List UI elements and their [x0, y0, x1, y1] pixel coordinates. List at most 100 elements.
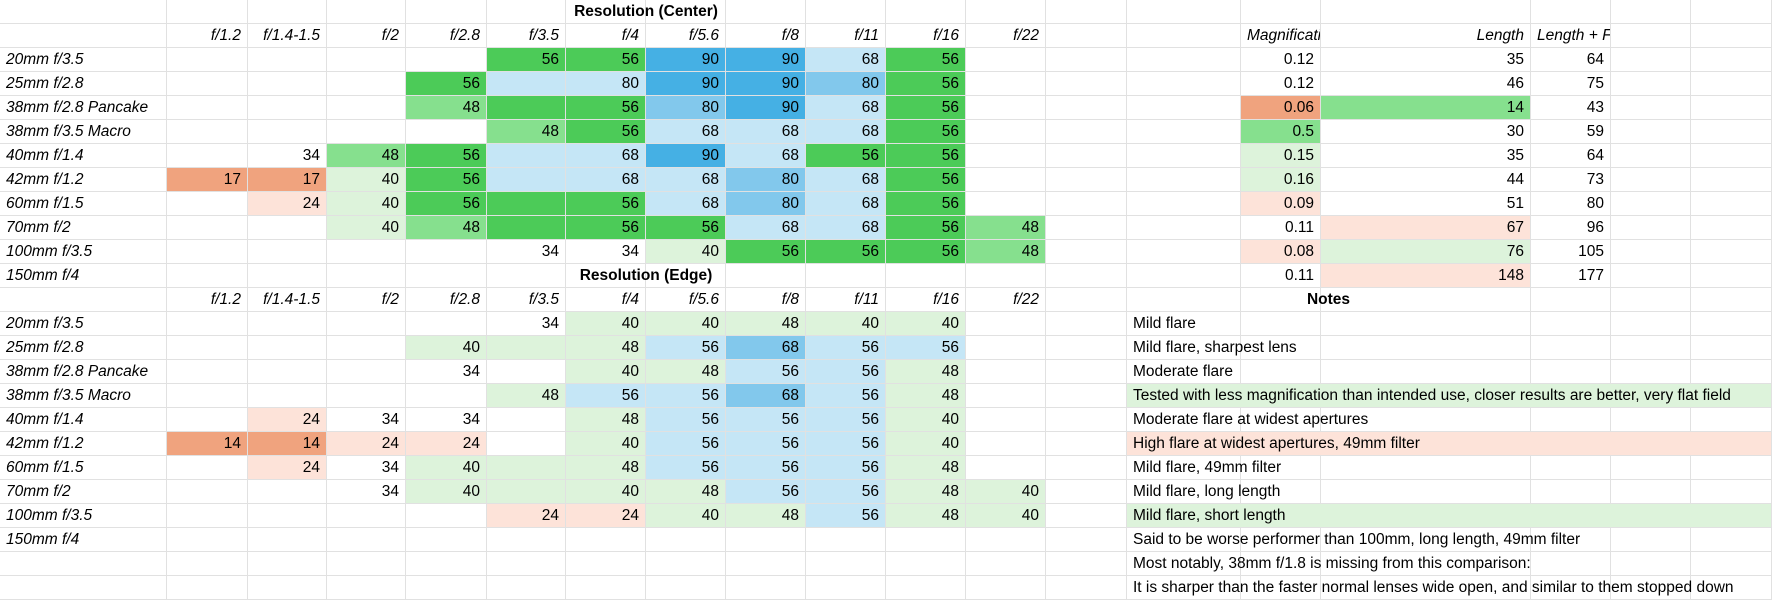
empty-cell[interactable] [1046, 192, 1127, 216]
empty-cell[interactable] [1046, 120, 1127, 144]
empty-cell[interactable] [726, 576, 806, 600]
resolution-value[interactable] [167, 72, 248, 96]
empty-cell[interactable] [0, 0, 167, 24]
spec-value[interactable]: 43 [1531, 96, 1611, 120]
empty-cell[interactable] [1046, 456, 1127, 480]
resolution-value[interactable] [167, 312, 248, 336]
empty-cell[interactable] [1127, 192, 1241, 216]
empty-cell[interactable] [1046, 336, 1127, 360]
resolution-value[interactable] [966, 336, 1046, 360]
resolution-value[interactable]: 40 [646, 312, 726, 336]
spec-value[interactable]: 0.09 [1241, 192, 1321, 216]
note-text[interactable]: Mild flare, 49mm filter [1127, 456, 1772, 480]
resolution-value[interactable] [487, 456, 566, 480]
note-text[interactable]: Mild flare [1127, 312, 1772, 336]
empty-cell[interactable] [1691, 48, 1772, 72]
resolution-value[interactable] [966, 144, 1046, 168]
resolution-value[interactable]: 48 [406, 96, 487, 120]
spec-value[interactable]: 51 [1321, 192, 1531, 216]
resolution-value[interactable]: 56 [566, 192, 646, 216]
resolution-value[interactable] [248, 528, 327, 552]
spec-value[interactable]: 0.12 [1241, 72, 1321, 96]
resolution-value[interactable] [327, 504, 406, 528]
resolution-value[interactable]: 68 [806, 120, 886, 144]
resolution-value[interactable]: 48 [966, 216, 1046, 240]
spec-value[interactable]: 80 [1531, 192, 1611, 216]
aperture-header[interactable]: f/8 [726, 24, 806, 48]
resolution-value[interactable]: 48 [406, 216, 487, 240]
spec-value[interactable]: 148 [1321, 264, 1531, 288]
aperture-header[interactable]: f/4 [566, 288, 646, 312]
resolution-value[interactable]: 17 [167, 168, 248, 192]
lens-name[interactable]: 38mm f/3.5 Macro [0, 120, 167, 144]
empty-cell[interactable] [327, 552, 406, 576]
empty-cell[interactable] [487, 552, 566, 576]
empty-cell[interactable] [1046, 96, 1127, 120]
spec-value[interactable]: 44 [1321, 168, 1531, 192]
empty-cell[interactable] [1046, 432, 1127, 456]
lens-name[interactable]: 70mm f/2 [0, 216, 167, 240]
empty-cell[interactable] [966, 576, 1046, 600]
note-text[interactable]: Moderate flare [1127, 360, 1772, 384]
empty-cell[interactable] [1611, 264, 1691, 288]
spec-value[interactable]: 30 [1321, 120, 1531, 144]
resolution-value[interactable] [167, 144, 248, 168]
resolution-value[interactable] [966, 192, 1046, 216]
resolution-value[interactable]: 68 [726, 336, 806, 360]
note-text[interactable]: Said to be worse performer than 100mm, l… [1127, 528, 1772, 552]
resolution-value[interactable] [248, 336, 327, 360]
resolution-value[interactable]: 48 [566, 336, 646, 360]
lens-name[interactable]: 40mm f/1.4 [0, 408, 167, 432]
lens-name[interactable]: 150mm f/4 [0, 264, 167, 288]
resolution-value[interactable]: 90 [646, 72, 726, 96]
note-text[interactable]: It is sharper than the faster normal len… [1127, 576, 1772, 600]
resolution-value[interactable] [248, 264, 327, 288]
empty-cell[interactable] [886, 576, 966, 600]
resolution-value[interactable]: 24 [327, 432, 406, 456]
aperture-header[interactable]: f/5.6 [646, 24, 726, 48]
spec-value[interactable]: 64 [1531, 144, 1611, 168]
resolution-value[interactable]: 56 [487, 48, 566, 72]
empty-cell[interactable] [1611, 192, 1691, 216]
empty-cell[interactable] [327, 0, 406, 24]
empty-cell[interactable] [1611, 72, 1691, 96]
resolution-value[interactable]: 34 [248, 144, 327, 168]
resolution-value[interactable]: 68 [726, 384, 806, 408]
resolution-value[interactable]: 24 [566, 504, 646, 528]
empty-cell[interactable] [1691, 72, 1772, 96]
empty-cell[interactable] [1531, 0, 1611, 24]
aperture-header[interactable]: f/16 [886, 288, 966, 312]
empty-cell[interactable] [1611, 48, 1691, 72]
resolution-value[interactable] [406, 528, 487, 552]
resolution-value[interactable] [487, 360, 566, 384]
resolution-value[interactable]: 90 [726, 48, 806, 72]
resolution-value[interactable]: 34 [566, 240, 646, 264]
resolution-value[interactable] [806, 264, 886, 288]
resolution-value[interactable] [167, 96, 248, 120]
empty-cell[interactable] [1691, 192, 1772, 216]
resolution-value[interactable] [167, 240, 248, 264]
resolution-value[interactable]: 48 [886, 456, 966, 480]
empty-cell[interactable] [1046, 240, 1127, 264]
aperture-header[interactable]: f/1.4-1.5 [248, 288, 327, 312]
resolution-value[interactable]: 56 [806, 432, 886, 456]
resolution-value[interactable] [167, 408, 248, 432]
resolution-value[interactable]: 14 [167, 432, 248, 456]
empty-cell[interactable] [1691, 168, 1772, 192]
lens-name[interactable]: 38mm f/3.5 Macro [0, 384, 167, 408]
resolution-value[interactable]: 48 [566, 456, 646, 480]
spec-value[interactable]: 96 [1531, 216, 1611, 240]
empty-cell[interactable] [1046, 360, 1127, 384]
resolution-value[interactable] [248, 480, 327, 504]
resolution-value[interactable] [966, 528, 1046, 552]
empty-cell[interactable] [1691, 216, 1772, 240]
resolution-value[interactable]: 56 [566, 120, 646, 144]
resolution-value[interactable] [167, 528, 248, 552]
resolution-value[interactable] [406, 48, 487, 72]
empty-cell[interactable] [406, 576, 487, 600]
resolution-value[interactable] [248, 72, 327, 96]
resolution-value[interactable] [487, 408, 566, 432]
empty-cell[interactable] [167, 576, 248, 600]
spec-value[interactable]: 76 [1321, 240, 1531, 264]
spec-value[interactable]: 0.5 [1241, 120, 1321, 144]
